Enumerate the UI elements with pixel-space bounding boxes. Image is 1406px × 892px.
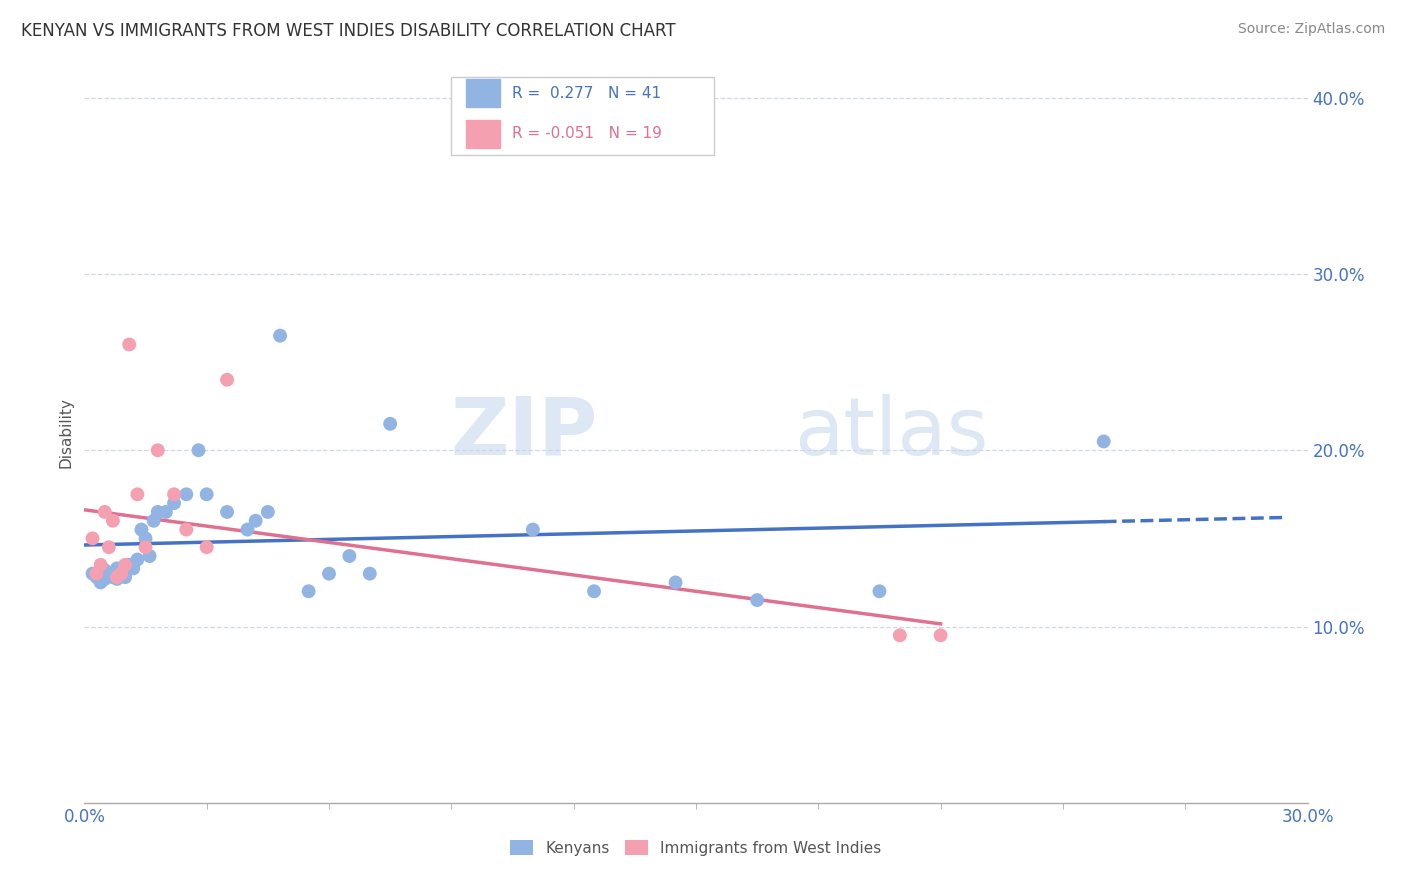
Point [163, 487, 186, 501]
Point [86, 566, 108, 581]
Point [105, 561, 128, 575]
Point [187, 443, 209, 458]
Point [105, 572, 128, 586]
Point [747, 593, 769, 607]
Text: KENYAN VS IMMIGRANTS FROM WEST INDIES DISABILITY CORRELATION CHART: KENYAN VS IMMIGRANTS FROM WEST INDIES DI… [21, 22, 676, 40]
Text: Source: ZipAtlas.com: Source: ZipAtlas.com [1237, 22, 1385, 37]
Point [318, 566, 340, 581]
Point [93, 563, 115, 577]
Point [269, 328, 291, 343]
Point [174, 523, 197, 537]
Point [135, 532, 157, 546]
Point [90, 558, 112, 572]
Point [101, 570, 124, 584]
Point [142, 514, 165, 528]
Point [82, 566, 104, 581]
Point [163, 496, 186, 510]
Point [105, 570, 128, 584]
Point [929, 628, 952, 642]
Point [339, 549, 361, 563]
Point [97, 540, 120, 554]
Point [110, 566, 132, 581]
Point [195, 487, 218, 501]
Point [155, 505, 177, 519]
Bar [465, 120, 501, 148]
Point [380, 417, 402, 431]
Point [114, 558, 136, 572]
Point [146, 443, 169, 458]
Point [138, 549, 160, 563]
Point [127, 487, 149, 501]
Point [135, 540, 157, 554]
Point [131, 523, 153, 537]
Point [889, 628, 911, 642]
Point [195, 540, 218, 554]
Point [114, 570, 136, 584]
Point [146, 505, 169, 519]
Point [118, 337, 141, 351]
Bar [451, 78, 714, 155]
Point [522, 523, 544, 537]
Text: R =  0.277   N = 41: R = 0.277 N = 41 [513, 86, 662, 101]
Point [298, 584, 321, 599]
Point [245, 514, 267, 528]
Point [93, 572, 115, 586]
Point [93, 505, 115, 519]
Point [82, 532, 104, 546]
Point [122, 561, 145, 575]
Bar [465, 79, 501, 107]
Legend: Kenyans, Immigrants from West Indies: Kenyans, Immigrants from West Indies [505, 834, 887, 862]
Text: atlas: atlas [794, 393, 988, 472]
Point [118, 558, 141, 572]
Point [110, 566, 132, 581]
Point [86, 570, 108, 584]
Y-axis label: Disability: Disability [58, 397, 73, 468]
Point [97, 566, 120, 581]
Point [101, 514, 124, 528]
Text: ZIP: ZIP [451, 393, 598, 472]
Point [174, 487, 197, 501]
Point [217, 373, 239, 387]
Point [869, 584, 891, 599]
Point [90, 575, 112, 590]
Point [217, 505, 239, 519]
Point [257, 505, 280, 519]
Point [236, 523, 259, 537]
Point [114, 566, 136, 581]
Point [665, 575, 688, 590]
Point [583, 584, 606, 599]
Point [127, 552, 149, 566]
Text: R = -0.051   N = 19: R = -0.051 N = 19 [513, 127, 662, 141]
Point [1092, 434, 1115, 449]
Point [359, 566, 381, 581]
